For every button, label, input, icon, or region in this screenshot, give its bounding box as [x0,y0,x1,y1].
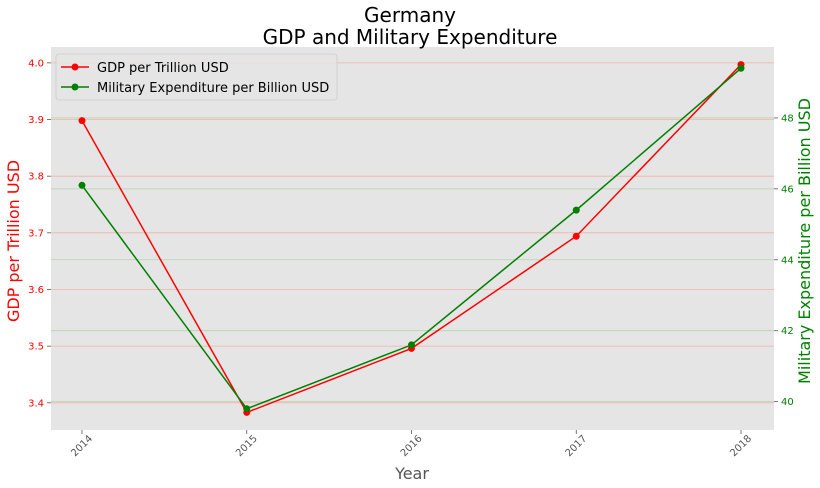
legend-gdp-marker [71,63,79,71]
left-tick-label: 3.8 [28,172,44,183]
left-tick-label: 3.6 [28,285,44,296]
right-tick-label: 42 [781,326,794,337]
left-axis-label: GDP per Trillion USD [4,160,23,322]
legend-military-marker [71,83,79,91]
left-tick-label: 3.5 [28,342,44,353]
right-tick-label: 40 [781,397,794,408]
x-axis-label: Year [394,464,429,483]
x-tick-label: 2014 [69,433,95,459]
chart-title-line2: GDP and Military Expenditure [263,25,558,49]
right-tick-label: 46 [781,184,794,195]
right-axis-label: Military Expenditure per Billion USD [795,98,814,384]
data-point-military [243,405,251,413]
x-tick-label: 2016 [399,433,425,459]
legend-gdp-label: GDP per Trillion USD [97,61,229,76]
x-tick-label: 2017 [564,433,590,459]
data-point-military [737,64,745,72]
legend-military-label: Military Expenditure per Billion USD [97,81,329,96]
right-tick-label: 44 [781,255,794,266]
chart-title-line1: Germany [364,3,456,27]
x-tick-label: 2018 [728,433,754,459]
series-layer [78,61,745,416]
grid-lines [51,62,774,404]
left-tick-label: 3.4 [28,398,44,409]
left-tick-label: 3.9 [28,115,44,126]
data-point-military [78,181,86,189]
data-point-military [408,341,415,349]
left-tick-label: 4.0 [28,58,44,69]
x-tick-label: 2015 [234,433,260,459]
data-point-gdp [78,117,86,125]
data-point-gdp [572,232,580,240]
legend-box [55,53,338,101]
data-point-military [572,206,580,214]
left-tick-label: 3.7 [28,228,44,239]
right-tick-label: 48 [781,113,794,124]
legend: GDP per Trillion USD Military Expenditur… [55,53,338,101]
plot-background [51,47,774,430]
